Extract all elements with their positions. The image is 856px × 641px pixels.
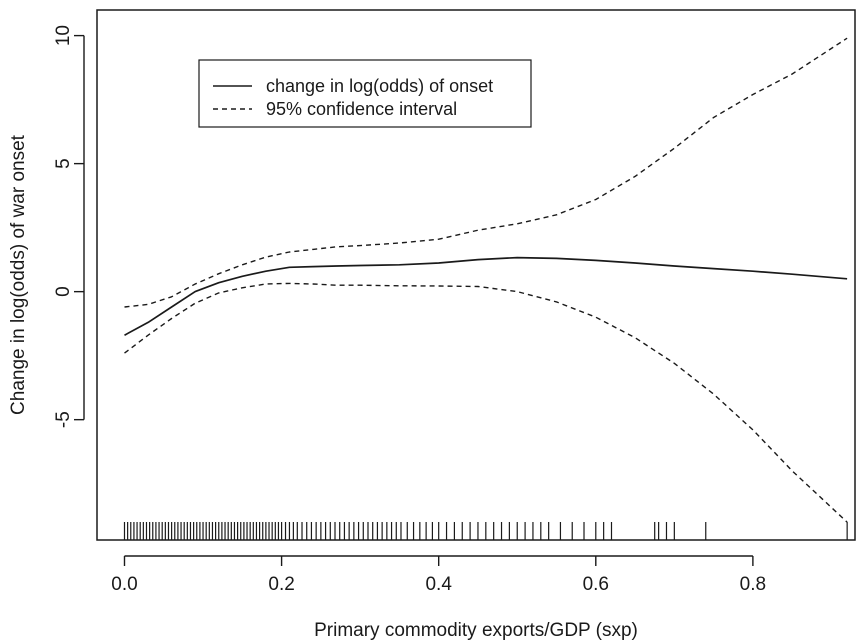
y-tick-label: 10: [53, 25, 74, 46]
x-tick-label: 0.0: [111, 574, 137, 595]
y-tick-label: -5: [53, 411, 74, 428]
ci-upper-line: [124, 37, 848, 308]
y-tick-label: 0: [53, 286, 74, 297]
legend: change in log(odds) of onset 95% confide…: [198, 59, 532, 128]
ci-lower-line: [124, 282, 848, 523]
estimate-line: [124, 256, 848, 336]
plot-frame: [96, 9, 856, 541]
y-axis-label: Change in log(odds) of war onset: [8, 134, 29, 415]
x-axis-label: Primary commodity exports/GDP (sxp): [314, 620, 638, 641]
y-tick-label: 5: [53, 158, 74, 169]
legend-label-ci: 95% confidence interval: [266, 99, 457, 119]
y-axis: 10 5 0 -5: [53, 25, 85, 428]
x-tick-label: 0.6: [583, 574, 609, 595]
legend-label-estimate: change in log(odds) of onset: [266, 76, 493, 96]
x-tick-label: 0.4: [425, 574, 452, 595]
legend-box: [198, 59, 532, 128]
x-tick-label: 0.8: [740, 574, 766, 595]
series-layer: [124, 37, 848, 523]
x-axis: 0.0 0.2 0.4 0.6 0.8: [111, 555, 766, 595]
rug-layer: [123, 522, 848, 540]
x-tick-label: 0.2: [268, 574, 294, 595]
